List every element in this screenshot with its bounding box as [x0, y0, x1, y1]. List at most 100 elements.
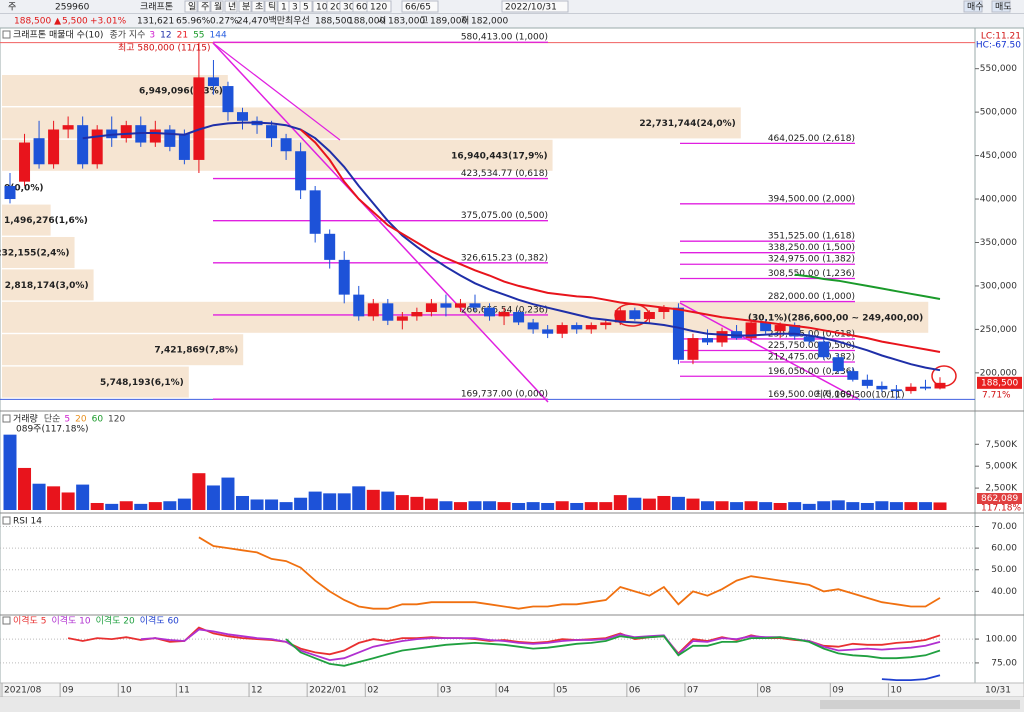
- volume-bar: [701, 501, 714, 510]
- candle-body: [149, 129, 161, 143]
- volume-bar: [642, 498, 656, 510]
- volume-bar: [904, 502, 918, 510]
- fib-label: 351,525.00 (1,618): [768, 232, 855, 242]
- fib-label: 169,737.00 (0,000): [461, 390, 548, 400]
- toolbar-button[interactable]: [401, 0, 439, 13]
- last-price-label: 188,500: [981, 378, 1018, 388]
- volume-bar: [192, 473, 206, 510]
- profile-label: 2,818,174(3,0%): [5, 281, 89, 291]
- fib-label: 338,250.00 (1,500): [768, 243, 855, 253]
- volume-bar: [236, 495, 249, 510]
- volume-bar: [933, 502, 947, 510]
- date-label: 04: [498, 686, 510, 696]
- fib-label: 282,000.00 (1,000): [768, 292, 855, 302]
- toolbar-item[interactable]: 10: [316, 3, 328, 13]
- volume-bar: [773, 502, 787, 510]
- volume-bar: [352, 486, 366, 510]
- scroll-bar[interactable]: [0, 697, 1024, 712]
- volume-bar: [265, 499, 279, 510]
- high-label: 최고 580,000 (11/15): [118, 43, 210, 54]
- scroll-controls[interactable]: [820, 700, 1020, 709]
- volume-bar: [410, 496, 424, 510]
- moving-average: [82, 121, 941, 372]
- candle-body: [164, 129, 176, 147]
- toolbar-button[interactable]: [991, 0, 1011, 13]
- profile-label: 0(0,0%): [4, 184, 43, 194]
- toolbar-button[interactable]: [963, 0, 983, 13]
- toolbar-item[interactable]: 매도: [995, 2, 1012, 13]
- y-tick-label: 70.00: [991, 522, 1017, 532]
- toolbar-item[interactable]: 3: [292, 3, 298, 13]
- volume-bar: [221, 477, 235, 510]
- y-tick-label: 2,500K: [985, 484, 1018, 494]
- candle-body: [266, 125, 278, 139]
- toolbar-item[interactable]: 년: [228, 2, 236, 13]
- volume-bar: [119, 501, 133, 510]
- volume-bar: [483, 501, 497, 510]
- toolbar-item[interactable]: 2022/10/31: [505, 3, 557, 13]
- candle-body: [542, 329, 554, 334]
- toolbar-button[interactable]: [238, 0, 252, 13]
- moving-average: [794, 273, 941, 300]
- panel-icon: [2, 616, 11, 625]
- volume-bar: [788, 502, 802, 510]
- panel-title: 거래량: [13, 413, 38, 425]
- volume-bar: [802, 503, 816, 510]
- toolbar-item[interactable]: 월: [214, 1, 222, 13]
- toolbar-item[interactable]: 초: [255, 2, 263, 13]
- toolbar-item[interactable]: 1: [281, 3, 287, 13]
- volume-ratio-label: 117.18%: [981, 504, 1021, 514]
- toolbar-button[interactable]: [210, 0, 224, 13]
- candle-body: [774, 325, 786, 332]
- candle-body: [513, 312, 525, 323]
- candle-body: [745, 322, 757, 339]
- last-price-tag: [977, 376, 1022, 389]
- toolbar-item[interactable]: 5: [303, 3, 309, 13]
- toolbar-button[interactable]: [197, 0, 211, 13]
- toolbar-button[interactable]: [264, 0, 278, 13]
- toolbar-item[interactable]: 30: [343, 3, 355, 13]
- volume-bar: [163, 501, 177, 510]
- toolbar-item[interactable]: 분: [242, 2, 250, 13]
- candle-body: [280, 138, 292, 152]
- toolbar-item[interactable]: 주: [201, 2, 209, 13]
- toolbar-button[interactable]: [299, 0, 313, 13]
- volume-bar: [90, 502, 104, 510]
- toolbar-button[interactable]: [501, 0, 569, 13]
- candle-body: [469, 303, 481, 308]
- toolbar-item[interactable]: 일: [188, 2, 196, 13]
- toolbar-button[interactable]: [366, 0, 392, 13]
- date-label: 11: [178, 686, 189, 696]
- toolbar-item[interactable]: 매수: [967, 2, 984, 13]
- toolbar-item[interactable]: 120: [370, 3, 387, 13]
- quote-field: 65.96%: [176, 17, 211, 27]
- toolbar-item[interactable]: 틱: [268, 1, 276, 13]
- quote-field: 188,000: [348, 17, 385, 27]
- candle-body: [847, 371, 859, 380]
- toolbar-button[interactable]: [224, 0, 238, 13]
- candle-body: [295, 151, 307, 191]
- toolbar-item[interactable]: 60: [356, 3, 368, 13]
- legend-entry: 5: [64, 415, 70, 425]
- date-label: 03: [440, 686, 451, 696]
- profile-label: 22,731,744(24,0%): [639, 119, 735, 129]
- candle-body: [556, 325, 568, 334]
- y-tick-label: 400,000: [980, 195, 1017, 205]
- toolbar-item[interactable]: 66/65: [405, 3, 431, 13]
- volume-bar: [323, 493, 337, 510]
- quote-field: 182,000: [471, 17, 508, 27]
- fib-label: 212,475.00 (0,382): [768, 353, 855, 363]
- quote-field: 0.27%: [210, 17, 239, 27]
- legend-entry: 120: [108, 415, 125, 425]
- fib-label: 580,413.00 (1,000): [461, 33, 548, 43]
- toolbar-item[interactable]: 20: [330, 3, 342, 13]
- profile-label: 7,421,869(7,8%): [154, 346, 238, 356]
- y-tick-label: 40.00: [991, 587, 1017, 597]
- volume-bar: [308, 491, 322, 510]
- toolbar-button[interactable]: [251, 0, 265, 13]
- toolbar-button[interactable]: [184, 0, 198, 13]
- volume-bar: [294, 497, 308, 510]
- date-label: 02: [367, 686, 378, 696]
